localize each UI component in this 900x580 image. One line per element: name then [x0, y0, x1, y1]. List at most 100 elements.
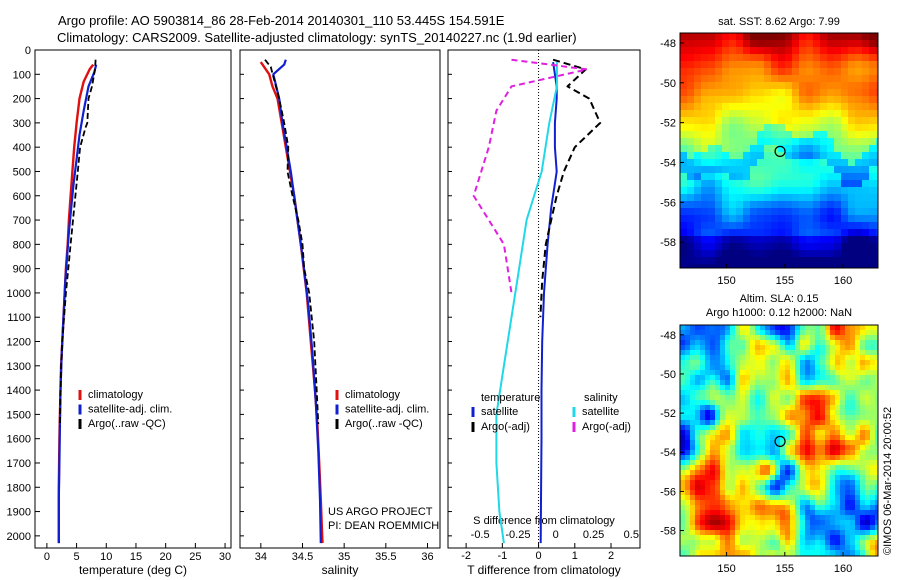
sla-map-cell [870, 450, 875, 455]
sla-map-cell [840, 415, 845, 420]
sst-map-cell [694, 166, 701, 173]
sla-map-cell [780, 550, 785, 555]
sla-map-cell [725, 420, 730, 425]
sla-map-cell [860, 405, 865, 410]
sst-map-cell [820, 215, 827, 222]
sla-map-cell [810, 350, 815, 355]
sla-map-cell [760, 470, 765, 475]
map-y-tick-label: -52 [660, 408, 676, 420]
sst-map-cell [792, 194, 799, 201]
sst-map-cell [701, 96, 708, 103]
sst-map-cell [869, 40, 876, 47]
sla-map-cell [820, 460, 825, 465]
legend-title: salinity [584, 392, 618, 404]
sla-map-cell [780, 425, 785, 430]
sla-map-cell [740, 460, 745, 465]
sst-map-cell [680, 68, 687, 75]
sla-map-cell [785, 390, 790, 395]
y-tick-label: 100 [13, 69, 31, 81]
sla-map-cell [745, 480, 750, 485]
sla-map-cell [835, 435, 840, 440]
sla-map-cell [685, 550, 690, 555]
x-axis-label: temperature (deg C) [79, 563, 187, 577]
sst-map-cell [806, 110, 813, 117]
sla-map-cell [685, 460, 690, 465]
sla-map-cell [845, 495, 850, 500]
sla-map-cell [680, 475, 685, 480]
sst-map-cell [792, 222, 799, 229]
sla-map-cell [720, 510, 725, 515]
sla-map-cell [755, 465, 760, 470]
sla-map-cell [770, 340, 775, 345]
sla-map-cell [725, 545, 730, 550]
sla-map-cell [735, 360, 740, 365]
sla-map-cell [830, 505, 835, 510]
sla-map-cell [705, 485, 710, 490]
sst-map-cell [799, 159, 806, 166]
sla-map-cell [760, 330, 765, 335]
sla-map-cell [725, 375, 730, 380]
sst-map-cell [701, 257, 708, 264]
sla-map-cell [735, 365, 740, 370]
sla-map-cell [870, 340, 875, 345]
sla-map-cell [825, 450, 830, 455]
sla-map-cell [865, 360, 870, 365]
sla-map-cell [860, 515, 865, 520]
sla-map-cell [740, 330, 745, 335]
sla-map-cell [810, 425, 815, 430]
sla-map-cell [785, 490, 790, 495]
sst-map-cell [876, 124, 878, 131]
map-y-tick-label: -50 [660, 369, 676, 381]
sla-map-cell [730, 400, 735, 405]
sla-map-cell [765, 510, 770, 515]
sla-map-cell [770, 365, 775, 370]
sla-map-cell [795, 435, 800, 440]
sst-map-cell [848, 236, 855, 243]
sla-map-cell [730, 385, 735, 390]
sst-map-cell [841, 250, 848, 257]
sst-map-cell [862, 61, 869, 68]
sla-map-cell [845, 385, 850, 390]
sst-map-cell [771, 47, 778, 54]
sst-map-cell [687, 208, 694, 215]
sst-map-cell [820, 236, 827, 243]
sst-map-cell [750, 47, 757, 54]
sla-map-cell [745, 355, 750, 360]
sla-map-cell [690, 515, 695, 520]
sst-map-cell [848, 243, 855, 250]
sla-map-cell [790, 435, 795, 440]
sla-map-cell [830, 400, 835, 405]
sla-map-cell [685, 490, 690, 495]
sst-map-cell [820, 47, 827, 54]
sst-map-cell [722, 173, 729, 180]
sla-map-cell [730, 330, 735, 335]
sst-map-cell [757, 194, 764, 201]
sst-map-cell [862, 208, 869, 215]
x-axis-label: salinity [322, 563, 359, 577]
sst-map-cell [736, 75, 743, 82]
sla-map-cell [745, 460, 750, 465]
sst-map-cell [750, 173, 757, 180]
sla-map-cell [840, 450, 845, 455]
sla-map-cell [875, 385, 878, 390]
sla-map-cell [835, 415, 840, 420]
sst-map-cell [813, 33, 820, 40]
sla-map-cell [735, 530, 740, 535]
sla-map-cell [875, 445, 878, 450]
sla-map-cell [810, 460, 815, 465]
sla-map-cell [725, 455, 730, 460]
sst-map-cell [876, 222, 878, 229]
sla-map-cell [845, 470, 850, 475]
sst-map-cell [806, 180, 813, 187]
sst-heatmap-cells [680, 33, 878, 268]
sla-map-cell [690, 345, 695, 350]
sst-map-cell [736, 89, 743, 96]
sla-map-cell [805, 465, 810, 470]
sla-map-cell [805, 550, 810, 555]
sst-map-cell [792, 82, 799, 89]
sst-map-cell [750, 96, 757, 103]
sla-map-cell [845, 500, 850, 505]
sla-map-cell [705, 530, 710, 535]
sla-map-cell [850, 350, 855, 355]
sst-map-cell [848, 61, 855, 68]
